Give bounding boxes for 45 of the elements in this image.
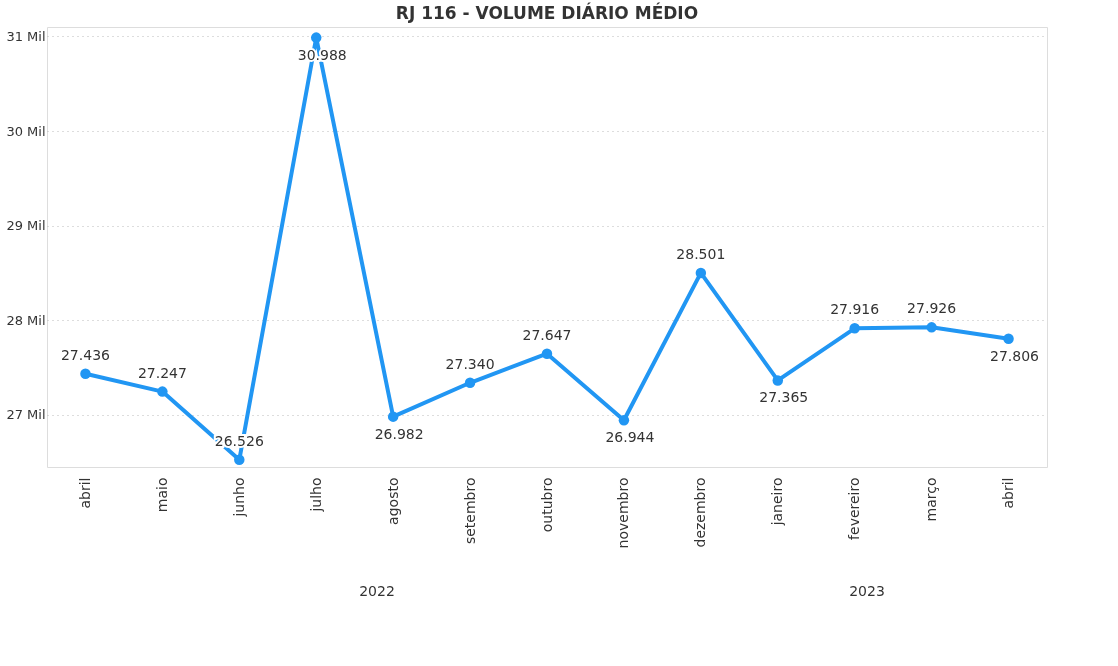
point [772, 375, 784, 386]
x-tick-label: outubro [538, 477, 555, 533]
text: 2022 [359, 583, 395, 599]
point [541, 348, 553, 359]
data-label: 26.982 [374, 425, 424, 442]
data-label: 28.501 [676, 245, 726, 262]
point [80, 368, 91, 379]
point [1003, 333, 1014, 344]
data-label: 27.436 [60, 346, 111, 363]
data-label: 27.916 [830, 301, 880, 318]
data-label: 27.247 [137, 364, 187, 381]
y-tick-label: 29 Mil [6, 218, 46, 234]
x-tick-label: junho [230, 477, 247, 518]
data-label: 27.340 [445, 355, 495, 372]
point [695, 267, 707, 279]
y-tick-label: 30 Mil [6, 123, 46, 139]
x-tick-label: maio [153, 477, 170, 513]
x-tick-label: fevereiro [846, 477, 863, 540]
point [849, 323, 860, 334]
x-tick-label: janeiro [769, 477, 786, 527]
y-tick-label: 28 Mil [6, 312, 46, 328]
point [157, 386, 168, 397]
data-label: 26.944 [605, 429, 655, 446]
point [310, 32, 322, 43]
y-tick-label: 31 Mil [6, 28, 46, 44]
point [618, 415, 630, 426]
x-tick-label: março [923, 477, 940, 522]
data-label: 27.926 [907, 300, 957, 317]
x-tick-label: agosto [384, 477, 401, 525]
point [387, 411, 399, 422]
data-label: 27.806 [990, 347, 1040, 364]
x-tick-label: setembro [461, 477, 478, 545]
x-tick-label: dezembro [692, 477, 709, 548]
point [464, 377, 476, 389]
point [234, 454, 245, 466]
y-tick-label: 27 Mil [6, 407, 46, 423]
chart-title: RJ 116 - VOLUME DIÁRIO MÉDIO [395, 2, 699, 23]
text: 2023 [849, 583, 885, 599]
point [926, 322, 937, 333]
x-tick-label: abril [1000, 477, 1017, 509]
data-label: 27.365 [759, 389, 809, 406]
data-label: 27.647 [522, 326, 572, 343]
x-tick-label: novembro [615, 477, 632, 549]
x-tick-label: abril [76, 477, 93, 509]
x-tick-label: julho [307, 477, 324, 513]
